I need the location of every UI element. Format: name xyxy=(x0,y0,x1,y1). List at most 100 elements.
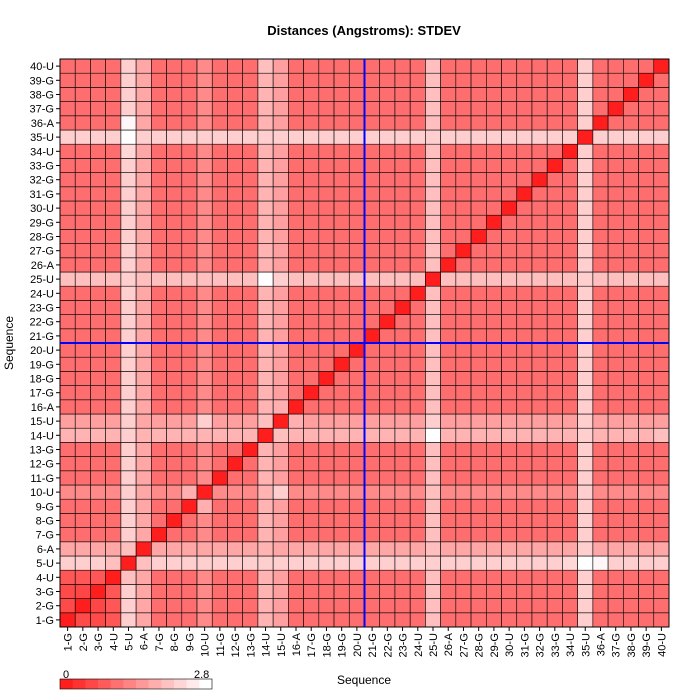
heatmap-cell-11-G-20-U xyxy=(211,342,228,358)
heatmap-cell-26-A-37-G xyxy=(440,101,457,117)
heatmap-cell-17-G-27-G xyxy=(303,243,320,259)
heatmap-cell-12-G-34-U xyxy=(227,143,243,159)
heatmap-cell-29-G-32-G xyxy=(485,172,502,188)
heatmap-cell-4-U-18-G xyxy=(105,371,122,386)
heatmap-cell-9-G-17-G xyxy=(181,385,198,401)
heatmap-cell-29-G-11-G xyxy=(485,470,502,486)
heatmap-cell-12-G-9-G xyxy=(227,498,243,514)
heatmap-cell-37-G-20-U xyxy=(607,342,624,358)
heatmap-cell-31-G-34-U xyxy=(516,143,533,159)
heatmap-cell-9-G-14-U xyxy=(181,427,198,443)
heatmap-cell-26-A-32-G xyxy=(440,172,457,188)
heatmap-cell-6-A-40-U xyxy=(135,58,152,74)
x-tick-label: 28-G xyxy=(474,633,486,657)
heatmap-cell-12-G-39-G xyxy=(227,72,243,88)
heatmap-cell-28-G-23-G xyxy=(470,300,487,315)
heatmap-cell-24-U-34-U xyxy=(409,143,426,159)
heatmap-cell-20-U-36-A xyxy=(348,115,365,131)
heatmap-cell-28-G-2-G xyxy=(470,598,487,614)
x-tick-label: 40-U xyxy=(656,633,668,657)
heatmap-cell-17-G-28-G xyxy=(303,229,320,244)
heatmap-cell-12-G-36-A xyxy=(227,115,243,131)
heatmap-cell-1-G-26-A xyxy=(59,257,76,273)
heatmap-cell-9-G-25-U xyxy=(181,271,198,287)
heatmap-cell-7-G-12-G xyxy=(151,456,167,472)
heatmap-cell-28-G-34-U xyxy=(470,143,487,159)
heatmap-cell-27-G-9-G xyxy=(455,498,472,514)
heatmap-cell-2-G-7-G xyxy=(74,527,91,543)
heatmap-cell-11-G-25-U xyxy=(211,271,228,287)
heatmap-cell-31-G-13-G xyxy=(516,442,533,457)
heatmap-cell-36-A-30-U xyxy=(592,200,609,216)
heatmap-cell-9-G-32-G xyxy=(181,172,198,188)
heatmap-cell-34-U-22-G xyxy=(562,314,578,330)
heatmap-cell-30-U-40-U xyxy=(501,58,518,74)
y-tick-label: 4-U xyxy=(36,572,54,584)
heatmap-cell-17-G-24-U xyxy=(303,285,320,301)
heatmap-cell-9-G-28-G xyxy=(181,229,198,244)
heatmap-cell-27-G-4-U xyxy=(455,569,472,585)
heatmap-cell-7-G-7-G xyxy=(151,527,167,543)
heatmap-cell-16-A-15-U xyxy=(288,413,304,429)
heatmap-cell-36-A-23-G xyxy=(592,300,609,315)
heatmap-cell-39-G-25-U xyxy=(638,271,655,287)
color-scale-step xyxy=(174,679,188,689)
heatmap-cell-16-A-12-G xyxy=(288,456,304,472)
heatmap-cell-27-G-19-G xyxy=(455,356,472,372)
heatmap-cell-12-G-25-U xyxy=(227,271,243,287)
heatmap-cell-8-G-31-G xyxy=(166,186,183,202)
heatmap-cell-36-A-18-G xyxy=(592,371,609,386)
heatmap-cell-34-U-36-A xyxy=(562,115,578,131)
heatmap-cell-33-G-1-G xyxy=(546,612,563,628)
heatmap-cell-21-G-9-G xyxy=(364,498,381,514)
heatmap-cell-38-G-33-G xyxy=(623,158,639,173)
heatmap-cell-25-U-5-U xyxy=(425,555,441,571)
heatmap-cell-10-U-11-G xyxy=(196,470,213,486)
heatmap-cell-36-A-33-G xyxy=(592,158,609,173)
heatmap-cell-34-U-15-U xyxy=(562,413,578,429)
heatmap-cell-40-U-31-G xyxy=(653,186,670,202)
heatmap-cell-14-U-23-G xyxy=(257,300,274,315)
heatmap-cell-27-G-1-G xyxy=(455,612,472,628)
heatmap-cell-36-A-13-G xyxy=(592,442,609,457)
heatmap-cell-21-G-12-G xyxy=(364,456,381,472)
heatmap-cell-5-U-21-G xyxy=(120,328,137,344)
heatmap-cell-15-U-24-U xyxy=(272,285,289,301)
heatmap-cell-1-G-6-A xyxy=(59,541,76,557)
heatmap-cell-34-U-24-U xyxy=(562,285,578,301)
heatmap-cell-27-G-28-G xyxy=(455,229,472,244)
heatmap-cell-40-U-23-G xyxy=(653,300,670,315)
y-tick-label: 2-G xyxy=(36,601,54,613)
heatmap-cell-32-G-13-G xyxy=(531,442,548,457)
heatmap-cell-31-G-33-G xyxy=(516,158,533,173)
heatmap-cell-27-G-20-U xyxy=(455,342,472,358)
heatmap-cell-22-G-17-G xyxy=(379,385,396,401)
heatmap-cell-4-U-13-G xyxy=(105,442,122,457)
y-tick-label: 9-G xyxy=(36,501,54,513)
heatmap-cell-36-A-17-G xyxy=(592,385,609,401)
heatmap-cell-32-G-23-G xyxy=(531,300,548,315)
heatmap-cell-2-G-11-G xyxy=(74,470,91,486)
heatmap-cell-30-U-1-G xyxy=(501,612,518,628)
heatmap-cell-10-U-7-G xyxy=(196,527,213,543)
y-tick-label: 19-G xyxy=(30,359,54,371)
heatmap-cell-11-G-7-G xyxy=(211,527,228,543)
heatmap-cell-24-U-24-U xyxy=(409,285,426,301)
heatmap-cell-30-U-22-G xyxy=(501,314,518,330)
heatmap-cell-1-G-30-U xyxy=(59,200,76,216)
heatmap-cell-18-G-29-G xyxy=(318,214,335,230)
heatmap-cell-24-U-4-U xyxy=(409,569,426,585)
heatmap-cell-20-U-35-U xyxy=(348,129,365,145)
heatmap-cell-1-G-4-U xyxy=(59,569,76,585)
heatmap-cell-10-U-28-G xyxy=(196,229,213,244)
heatmap-cell-25-U-9-G xyxy=(425,498,441,514)
heatmap-cell-16-A-10-U xyxy=(288,484,304,500)
heatmap-cell-6-A-6-A xyxy=(135,541,152,557)
heatmap-cell-31-G-10-U xyxy=(516,484,533,500)
heatmap-cell-20-U-32-G xyxy=(348,172,365,188)
heatmap-cell-19-G-29-G xyxy=(333,214,350,230)
heatmap-cell-35-U-29-G xyxy=(577,214,594,230)
color-scale-step xyxy=(186,679,200,689)
heatmap-cell-15-U-40-U xyxy=(272,58,289,74)
heatmap-cell-22-G-20-U xyxy=(379,342,396,358)
